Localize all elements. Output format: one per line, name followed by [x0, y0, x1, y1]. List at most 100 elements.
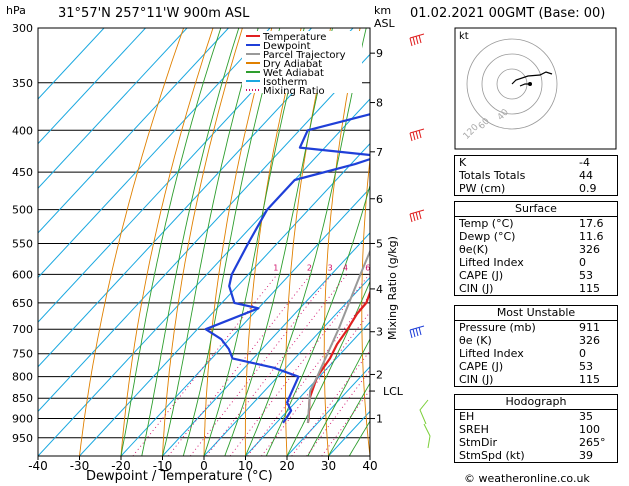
index-label: PW (cm)	[459, 182, 506, 195]
pressure-tick-label: 450	[12, 166, 33, 179]
wind-barb-icon	[409, 325, 425, 331]
pressure-tick-label: 850	[12, 392, 33, 405]
temperature-tick-label: 10	[238, 459, 253, 473]
hodograph-plot	[454, 27, 617, 150]
dry-adiabat-line	[120, 28, 214, 456]
index-label: CAPE (J)	[459, 269, 504, 282]
index-label: θe (K)	[459, 334, 492, 347]
hodograph-panel: Hodograph EH 35 SREH 100 StmDir 265° StmSpd…	[454, 394, 618, 463]
index-value: 0	[579, 256, 586, 269]
wet-adiabat-line	[307, 338, 370, 456]
legend-label: Dry Adiabat	[263, 59, 322, 70]
isotherm-line	[38, 28, 146, 145]
dry-adiabat-line	[162, 28, 243, 456]
legend-background	[242, 31, 362, 93]
mixing-ratio-line	[190, 274, 332, 456]
legend-label: Isotherm	[263, 77, 307, 88]
index-row: CAPE (J) 53	[455, 269, 617, 282]
index-row: PW (cm) 0.9	[455, 182, 617, 195]
isotherm-line	[38, 28, 312, 323]
hodograph-ring	[481, 53, 543, 115]
pressure-tick-label: 400	[12, 124, 33, 137]
index-value: 11.6	[579, 230, 604, 243]
mixing-ratio-label: 1	[273, 263, 278, 272]
index-row: SREH 100	[455, 423, 617, 436]
index-row: θe (K) 326	[455, 334, 617, 347]
index-value: 100	[579, 423, 600, 436]
series-line	[306, 248, 370, 423]
index-row: EH 35	[455, 410, 617, 423]
pressure-tick-label: 700	[12, 323, 33, 336]
hodograph-storm-point	[528, 82, 532, 86]
index-value: 17.6	[579, 217, 604, 230]
legend-label: Mixing Ratio	[263, 86, 325, 97]
wind-barb-icon	[409, 128, 425, 134]
km-tick-label: 9	[376, 47, 383, 60]
wind-barb-icon	[415, 327, 419, 337]
wind-trace-icon	[423, 423, 431, 449]
index-label: K	[459, 156, 467, 169]
axes: 3003504004505005506006507007508008509009…	[12, 22, 404, 473]
x-axis-label: Dewpoint / Temperature (°C)	[86, 469, 273, 484]
most-unstable-title: Most Unstable	[455, 306, 617, 321]
dry-adiabat-line	[203, 28, 273, 456]
wet-adiabat-line	[265, 183, 370, 456]
index-label: CAPE (J)	[459, 360, 504, 373]
wet-adiabat-line	[203, 28, 305, 456]
wet-adiabat-line	[120, 28, 222, 456]
indices-panel-top: K -4 Totals Totals 44 PW (cm) 0.9	[454, 155, 618, 196]
hodograph-ring	[466, 38, 558, 130]
pressure-tick-label: 750	[12, 348, 33, 361]
index-value: 326	[579, 334, 600, 347]
index-row: θe(K) 326	[455, 243, 617, 256]
pressure-tick-label: 650	[12, 297, 33, 310]
pressure-tick-label: 350	[12, 77, 33, 90]
temperature-tick-label: 0	[200, 459, 208, 473]
index-label: Lifted Index	[459, 256, 524, 269]
temperature-tick-label: -40	[28, 459, 48, 473]
pressure-tick-label: 550	[12, 237, 33, 250]
isotherm-line	[38, 28, 188, 189]
lcl-label: LCL	[383, 385, 404, 398]
dry-adiabat-line	[625, 28, 629, 456]
km-tick-label: 4	[376, 283, 383, 296]
pressure-units-label: hPa	[6, 4, 26, 17]
km-label: km	[374, 4, 392, 17]
index-row: Pressure (mb) 911	[455, 321, 617, 334]
wind-barb-icon	[409, 132, 413, 142]
index-row: CIN (J) 115	[455, 373, 617, 386]
index-row: CIN (J) 115	[455, 282, 617, 295]
isotherm-line	[286, 366, 370, 456]
pressure-tick-label: 600	[12, 268, 33, 281]
wet-adiabat-line	[328, 382, 370, 456]
index-label: CIN (J)	[459, 373, 494, 386]
mixing-ratio-label: 20	[437, 263, 447, 272]
km-tick-label: 1	[376, 413, 383, 426]
wind-barb-icon	[412, 212, 416, 222]
dry-adiabat-line	[433, 28, 453, 456]
index-row: Lifted Index 0	[455, 256, 617, 269]
index-row: CAPE (J) 53	[455, 360, 617, 373]
copyright-footer: © weatheronline.co.uk	[464, 472, 590, 485]
mixing-ratio-line	[247, 294, 370, 456]
index-row: Lifted Index 0	[455, 347, 617, 360]
index-row: StmDir 265°	[455, 436, 617, 449]
index-value: 39	[579, 449, 593, 462]
wind-barb-icon	[418, 129, 422, 139]
isotherm-line	[162, 232, 370, 456]
wet-adiabat-line	[245, 28, 367, 456]
isotherm-line	[38, 28, 229, 234]
temperature-tick-label: -20	[111, 459, 131, 473]
index-label: CIN (J)	[459, 282, 494, 295]
temperature-tick-label: 40	[362, 459, 377, 473]
index-label: EH	[459, 410, 475, 423]
temperature-tick-label: 20	[279, 459, 294, 473]
mixing-ratio-line	[168, 274, 312, 456]
isotherm-line	[203, 276, 370, 456]
wind-barbs	[409, 33, 431, 449]
index-row: Totals Totals 44	[455, 169, 617, 182]
legend-label: Wet Adiabat	[263, 68, 324, 79]
index-label: StmDir	[459, 436, 498, 449]
index-label: Pressure (mb)	[459, 321, 536, 334]
